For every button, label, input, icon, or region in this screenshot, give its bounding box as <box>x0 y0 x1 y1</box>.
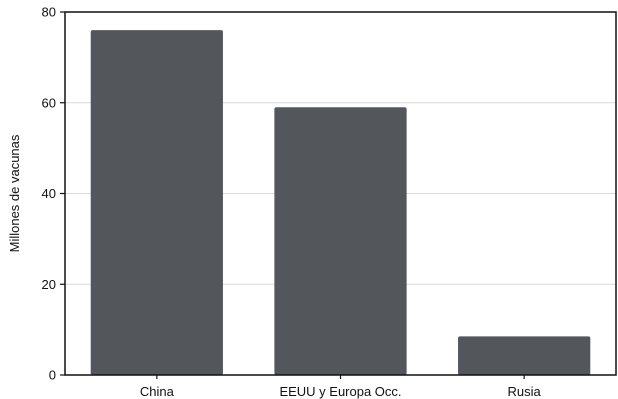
y-tick-label-0: 0 <box>49 368 56 383</box>
bar-china <box>90 30 223 376</box>
x-tick-labels: China EEUU y Europa Occ. Rusia <box>140 375 542 399</box>
y-tick-labels: 0 20 40 60 80 <box>42 5 65 383</box>
bar-rusia <box>458 336 591 375</box>
x-tick-label: Rusia <box>508 384 542 399</box>
y-tick-label-80: 80 <box>42 5 56 20</box>
y-tick-label-40: 40 <box>42 186 56 201</box>
bars <box>90 30 591 376</box>
x-tick-label: EEUU y Europa Occ. <box>279 384 401 399</box>
y-tick-label-60: 60 <box>42 95 56 110</box>
y-tick-label-20: 20 <box>42 277 56 292</box>
y-axis-label: Millones de vacunas <box>7 134 22 252</box>
x-tick-label: China <box>140 384 175 399</box>
bar-eeuu-y-europa-occ <box>274 107 407 375</box>
